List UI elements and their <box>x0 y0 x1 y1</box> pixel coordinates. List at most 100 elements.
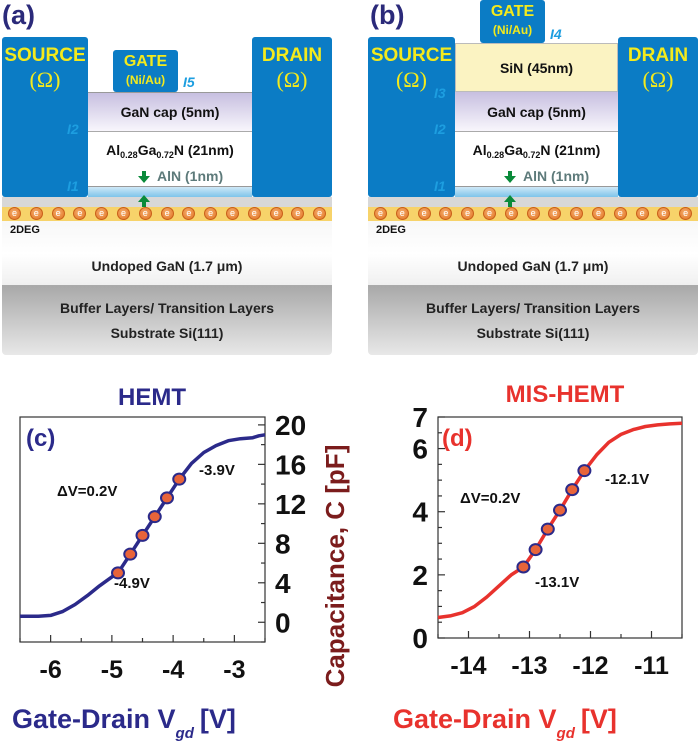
interface-i1-label: I1 <box>434 178 446 194</box>
electron-icon: e <box>51 207 65 220</box>
data-marker <box>111 566 125 580</box>
undoped-gan-label: Undoped GaN (1.7 μm) <box>457 258 609 274</box>
data-marker <box>135 528 150 542</box>
chart-d-xlabel: Gate-Drain Vgd [V] <box>393 704 617 742</box>
electron-icon: e <box>138 207 152 220</box>
gate-contact: GATE (Ni/Au) <box>480 0 545 43</box>
gan-spacer <box>2 197 332 207</box>
data-marker <box>577 464 592 478</box>
data-marker <box>540 522 555 536</box>
gate-contact: GATE (Ni/Au) <box>113 50 178 92</box>
electron-icon: e <box>461 207 475 220</box>
electron-icon: e <box>226 207 239 220</box>
data-marker <box>528 543 543 557</box>
panel-label-a: (a) <box>2 0 35 30</box>
panel-a-diagram: (a) Buffer Layers/ Transition Layers Sub… <box>0 0 335 360</box>
y-tick-label: 4 <box>275 568 291 599</box>
y-tick-label: 0 <box>275 607 291 638</box>
data-marker <box>553 503 567 517</box>
x-tick-label: -13 <box>511 652 547 680</box>
data-marker <box>147 510 162 524</box>
y-tick-label: 12 <box>275 489 306 520</box>
x-tick-label: -5 <box>101 656 123 684</box>
algan-layer: Al0.28Ga0.72N (21nm) <box>88 131 252 186</box>
chart-c-xlabel: Gate-Drain Vgd [V] <box>12 704 236 742</box>
source-contact: SOURCE (Ω) <box>2 37 88 197</box>
electron-icon: e <box>417 207 431 220</box>
y-tick-label: 16 <box>275 449 306 480</box>
up-arrow-icon <box>504 195 516 207</box>
buffer-label: Buffer Layers/ Transition Layers <box>426 300 640 316</box>
data-marker <box>160 491 174 505</box>
electron-icon: e <box>247 207 261 220</box>
chart-d-panel-label: (d) <box>442 425 473 452</box>
gan-cap-layer: GaN cap (5nm) <box>455 92 618 131</box>
x-tick-label: -6 <box>40 656 62 684</box>
electron-icon: e <box>204 207 218 220</box>
aln-label: AlN (1nm) <box>157 168 224 184</box>
electron-icon: e <box>548 207 562 220</box>
interface-i4-label: I4 <box>550 26 562 42</box>
gan-cap-layer: GaN cap (5nm) <box>88 92 252 131</box>
electron-icon: e <box>504 207 518 220</box>
electron-icon: e <box>483 207 496 220</box>
source-contact: SOURCE (Ω) <box>368 37 455 197</box>
data-curve <box>20 433 266 619</box>
undoped-gan-label: Undoped GaN (1.7 μm) <box>91 258 243 274</box>
gan-cap-label: GaN cap (5nm) <box>487 103 586 120</box>
electron-icon: e <box>117 207 130 220</box>
buffer-layer: Buffer Layers/ Transition Layers Substra… <box>368 286 698 355</box>
data-marker <box>565 483 580 497</box>
x-tick-label: -14 <box>450 652 486 680</box>
y-tick-label: 4 <box>412 497 428 528</box>
interface-i3-label: I3 <box>434 85 446 101</box>
interface-i2-label: I2 <box>67 121 79 137</box>
x-tick-label: -3 <box>223 656 245 684</box>
chart-d-annotation-low: -13.1V <box>535 574 579 591</box>
electron-icon: e <box>592 207 605 220</box>
down-arrow-icon <box>504 171 516 183</box>
panel-label-b: (b) <box>370 0 405 30</box>
electron-icon: e <box>613 207 627 220</box>
y-tick-label: 7 <box>412 402 428 433</box>
electron-icon: e <box>160 207 174 220</box>
electron-icon: e <box>526 207 540 220</box>
aln-layer <box>88 186 252 197</box>
algan-label: Al0.28Ga0.72N (21nm) <box>472 142 601 160</box>
electron-icon: e <box>8 207 21 220</box>
shared-ylabel: Capacitance, C [pF] <box>320 445 350 688</box>
electron-icon: e <box>570 207 584 220</box>
chart-c-title: HEMT <box>118 384 186 411</box>
gan-spacer <box>368 197 698 207</box>
chart-d-title: MIS-HEMT <box>506 381 625 408</box>
electron-icon: e <box>313 207 327 220</box>
down-arrow-icon <box>138 171 150 183</box>
electron-icon: e <box>182 207 196 220</box>
electron-icon: e <box>269 207 283 220</box>
x-tick-label: -11 <box>634 652 669 680</box>
electron-icon: e <box>95 207 109 220</box>
x-tick-label: -12 <box>572 652 608 680</box>
electron-icon: e <box>635 207 649 220</box>
interface-i5-label: I5 <box>183 74 195 90</box>
chart-c-annotation-low: -4.9V <box>114 575 150 592</box>
chart-c-annotation-dv: ΔV=0.2V <box>57 483 117 500</box>
y-tick-label: 20 <box>275 410 306 441</box>
electron-icon: e <box>29 207 43 220</box>
x-tick-label: -4 <box>162 656 184 684</box>
2deg-label: 2DEG <box>10 224 40 236</box>
substrate-label: Substrate Si(111) <box>110 325 224 341</box>
sin-layer: SiN (45nm) <box>455 43 618 92</box>
panel-b-diagram: (b) Buffer Layers/ Transition Layers Sub… <box>366 0 700 360</box>
interface-i1-label: I1 <box>67 178 79 194</box>
electron-icon: e <box>657 207 671 220</box>
substrate-label: Substrate Si(111) <box>476 325 590 341</box>
y-tick-label: 0 <box>412 623 428 654</box>
buffer-layer: Buffer Layers/ Transition Layers Substra… <box>2 286 332 355</box>
chart-c-annotation-high: -3.9V <box>199 462 235 479</box>
electron-icon: e <box>374 207 387 220</box>
drain-contact: DRAIN (Ω) <box>618 37 698 197</box>
2deg-label: 2DEG <box>376 224 406 236</box>
